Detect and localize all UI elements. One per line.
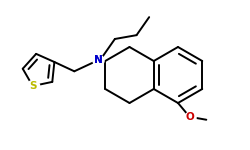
Text: N: N <box>94 55 103 65</box>
Text: S: S <box>29 81 36 91</box>
Text: O: O <box>185 112 194 122</box>
Text: N: N <box>94 55 103 65</box>
